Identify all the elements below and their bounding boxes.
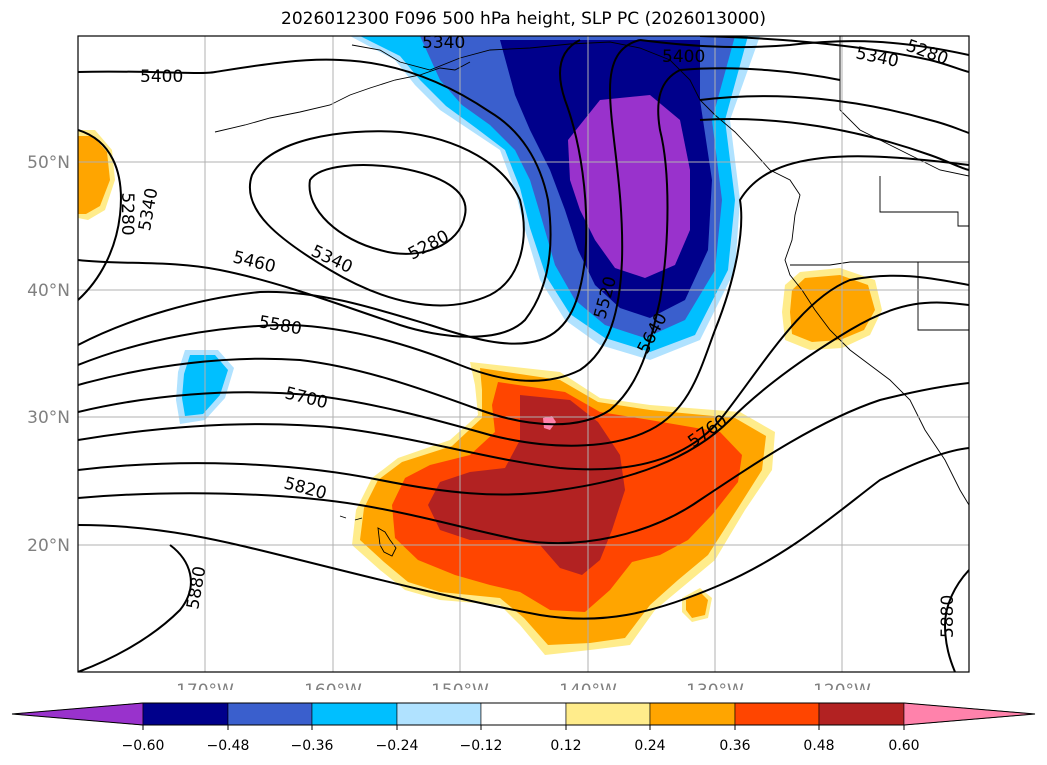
gridlines [78,36,969,672]
contour-label: 5340 [422,33,465,53]
positive-anomaly-shading [78,130,882,655]
lat-label-50n: 50°N [27,153,70,173]
colorbar-segment-012-012 [480,702,567,726]
plot-frame [77,35,970,673]
contour-label: 5400 [140,67,183,87]
lon-label-130w: 130°W [686,681,744,690]
colorbar-segment-036-024 [311,702,398,726]
colorbar-tick-label: −0.24 [376,738,419,754]
contour-label: 5280 [117,192,137,235]
longitude-labels: 170°W 160°W 150°W 140°W 130°W 120°W [176,681,871,690]
colorbar-outline [11,702,1036,726]
colorbar-segment-024-012 [396,702,482,726]
colorbar-segment-048-060 [818,702,905,726]
lon-label-170w: 170°W [176,681,234,690]
colorbar-segment-048-036 [227,702,313,726]
lon-label-160w: 160°W [304,681,362,690]
colorbar-tick-label: 0.60 [888,738,919,754]
coastlines [214,36,969,557]
colorbar-tick-label: 0.24 [634,738,665,754]
colorbar-tick-label: 0.48 [803,738,834,754]
colorbar-segments [11,702,1036,726]
shade-neg-060 [568,95,690,278]
colorbar-segment-below-060 [11,702,144,726]
shade-pos-small-inner [686,592,708,618]
height-contours [78,36,969,672]
lat-label-20n: 20°N [27,536,70,556]
colorbar-segment-036-048 [734,702,820,726]
colorbar-tick-label: 0.36 [719,738,750,754]
contour-label: 5880 [938,595,958,638]
colorbar-tick-label: 0.12 [550,738,581,754]
shade-pos-west-inner [78,136,110,214]
colorbar-segment-above-060 [903,702,1036,726]
colorbar-tick-label: −0.36 [291,738,334,754]
contour-label: 5400 [662,47,705,67]
colorbar-tick-label: −0.60 [122,738,165,754]
colorbar-ticks [142,725,905,730]
colorbar-segment-012-024 [565,702,651,726]
latitude-labels: 50°N 40°N 30°N 20°N [27,153,70,556]
shade-pos-060 [543,416,556,430]
lon-label-120w: 120°W [813,681,871,690]
map-title: 2026012300 F096 500 hPa height, SLP PC (… [281,9,766,29]
map-panel: 5400 5340 5400 5340 5280 5280 5340 5460 … [27,33,970,690]
colorbar-tick-label: −0.12 [460,738,503,754]
colorbar-tick-labels: −0.60 −0.48 −0.36 −0.24 −0.12 0.12 0.24 … [122,738,920,754]
lat-label-40n: 40°N [27,281,70,301]
lat-label-30n: 30°N [27,408,70,428]
colorbar-tick-label: −0.48 [207,738,250,754]
lon-label-150w: 150°W [431,681,489,690]
lon-label-140w: 140°W [559,681,617,690]
colorbar-segment-024-036 [649,702,736,726]
shade-pos-east-inner [790,275,875,342]
colorbar-segment-060-048 [142,702,229,726]
